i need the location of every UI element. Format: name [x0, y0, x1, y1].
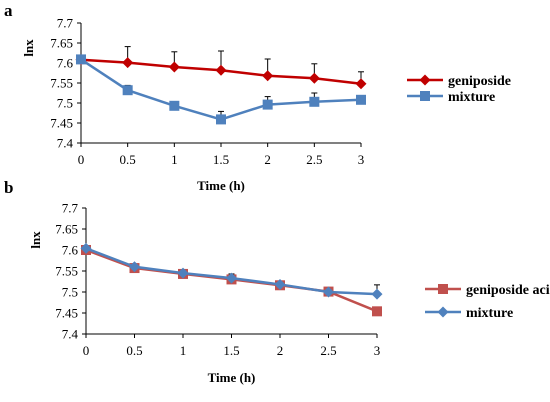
x-tick-label: 2.5: [306, 152, 322, 167]
series-geniposide: [75, 46, 367, 90]
series-mixture: [80, 242, 383, 300]
series-mixture: [76, 54, 366, 125]
data-point: [122, 57, 134, 69]
data-point: [262, 70, 274, 82]
x-axis-label: Time (h): [208, 370, 256, 385]
legend-marker: [438, 284, 448, 294]
legend-item: mixture: [407, 90, 495, 105]
x-tick-label: 0: [83, 343, 90, 358]
legend-item: geniposide acid: [425, 283, 550, 298]
x-tick-label: 1: [171, 152, 178, 167]
x-tick-label: 2: [264, 152, 271, 167]
y-tick-label: 7.65: [50, 36, 73, 51]
legend-label: mixture: [466, 306, 513, 321]
legend-label: geniposide acid: [466, 283, 550, 298]
x-tick-label: 3: [358, 152, 365, 167]
y-tick-label: 7.45: [50, 116, 73, 131]
y-tick-label: 7.5: [57, 96, 73, 111]
data-point: [169, 100, 180, 111]
y-tick-label: 7.5: [62, 285, 78, 300]
data-point: [355, 78, 367, 90]
legend-label: geniposide: [448, 74, 511, 89]
y-axis-label: lnx: [21, 39, 36, 57]
data-point: [177, 267, 189, 279]
legend-marker: [419, 74, 431, 86]
data-point: [76, 54, 86, 65]
legend-label: mixture: [448, 90, 495, 105]
x-tick-label: 0: [78, 152, 85, 167]
chart-panel-a: a 7.4 7.45 7.5 7.55 7.6 7.65 7.7 0 0.5 1 1.5 2 2.5 3 Ti…: [4, 1, 511, 193]
y-axis-label: lnx: [28, 231, 43, 249]
data-point: [168, 61, 180, 73]
y-tick-label: 7.45: [55, 306, 78, 321]
data-point: [129, 261, 140, 273]
panel-label: a: [4, 1, 13, 20]
x-tick-label: 0.5: [126, 343, 142, 358]
y-tick-label: 7.7: [57, 16, 74, 31]
data-point: [308, 72, 320, 84]
data-point: [80, 242, 92, 254]
legend-marker: [420, 91, 430, 101]
y-tick-label: 7.6: [62, 243, 79, 258]
x-tick-label: 1.5: [223, 343, 239, 358]
data-point: [262, 99, 273, 110]
x-axis-label: Time (h): [197, 178, 245, 193]
panel-label: b: [4, 178, 13, 197]
x-tick-label: 1: [180, 343, 187, 358]
legend-item: mixture: [425, 306, 513, 321]
data-point: [122, 85, 133, 96]
chart-panel-b: b 7.4 7.45 7.5 7.55 7.6 7.65 7.7 0 0.5 1 1.5 2 2.5 3 Ti…: [4, 178, 550, 385]
data-point: [309, 96, 320, 107]
legend-marker: [437, 306, 449, 318]
y-tick-label: 7.4: [57, 136, 74, 151]
data-point: [323, 286, 334, 298]
x-tick-label: 1.5: [213, 152, 229, 167]
x-tick-label: 3: [374, 343, 381, 358]
x-tick-label: 2.5: [320, 343, 336, 358]
data-point: [215, 64, 227, 76]
x-tick-label: 0.5: [120, 152, 136, 167]
y-tick-label: 7.6: [57, 56, 74, 71]
data-point: [226, 272, 237, 284]
data-point: [372, 306, 382, 317]
y-tick-label: 7.7: [62, 201, 79, 216]
legend-item: geniposide: [407, 74, 511, 89]
data-point: [274, 278, 286, 290]
data-point: [371, 288, 383, 300]
data-point: [356, 94, 366, 105]
y-tick-label: 7.65: [55, 222, 78, 237]
x-tick-label: 2: [277, 343, 284, 358]
data-point: [216, 114, 226, 125]
y-tick-label: 7.55: [55, 264, 78, 279]
y-tick-label: 7.4: [62, 327, 79, 342]
y-tick-label: 7.55: [50, 76, 73, 91]
